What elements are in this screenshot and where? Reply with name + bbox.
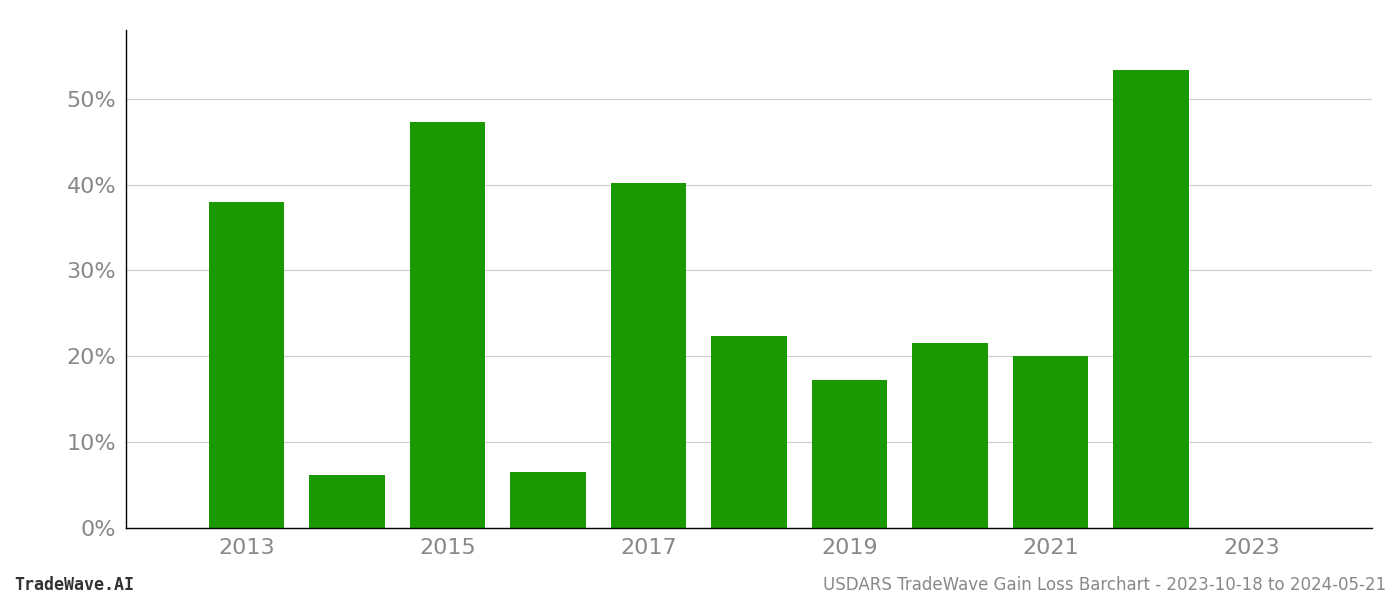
- Bar: [610, 183, 686, 528]
- Bar: [711, 335, 787, 528]
- Bar: [209, 202, 284, 528]
- Bar: [913, 343, 987, 528]
- Bar: [511, 472, 585, 528]
- Text: TradeWave.AI: TradeWave.AI: [14, 576, 134, 594]
- Bar: [309, 475, 385, 528]
- Bar: [1012, 356, 1088, 528]
- Text: USDARS TradeWave Gain Loss Barchart - 2023-10-18 to 2024-05-21: USDARS TradeWave Gain Loss Barchart - 20…: [823, 576, 1386, 594]
- Bar: [410, 122, 486, 528]
- Bar: [812, 380, 888, 528]
- Bar: [1113, 70, 1189, 528]
